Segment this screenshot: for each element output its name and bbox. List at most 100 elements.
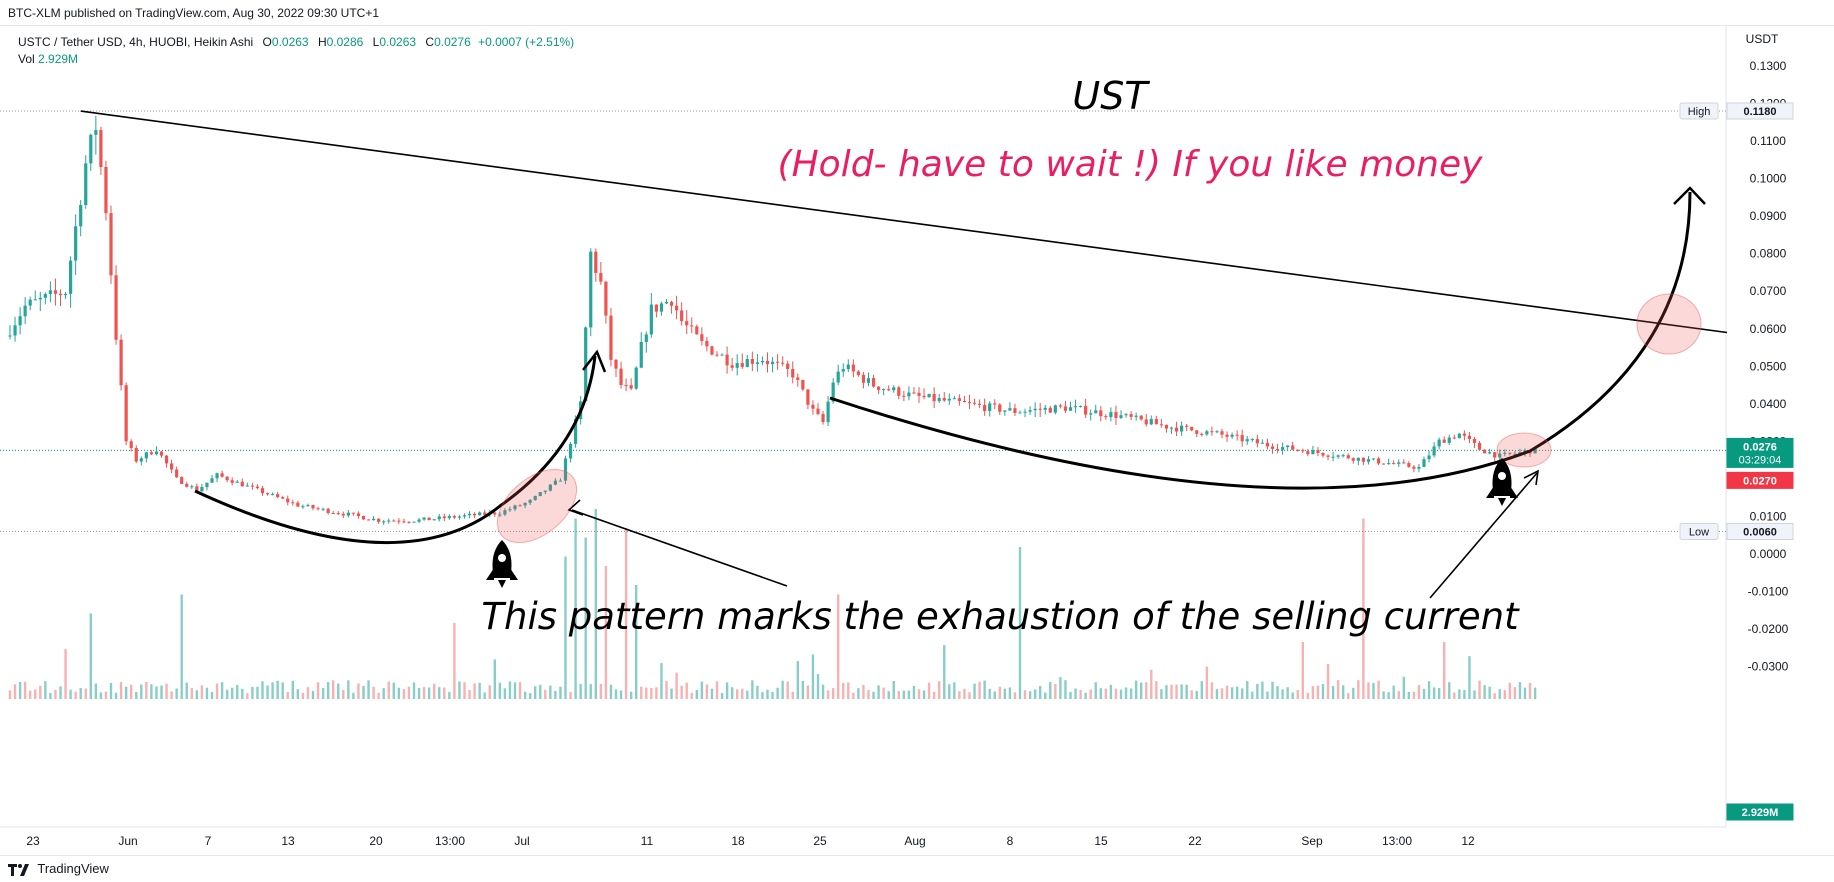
price-chart[interactable]: USDT 0.13000.12000.11000.10000.09000.080… bbox=[0, 26, 1834, 855]
candle-body bbox=[508, 509, 512, 511]
candle-body bbox=[892, 387, 896, 391]
candle-body bbox=[1296, 449, 1300, 451]
candle-body bbox=[43, 294, 47, 298]
candle-body bbox=[1265, 442, 1270, 447]
candle-body bbox=[397, 520, 401, 522]
candle-body bbox=[1316, 450, 1320, 453]
volume-bar bbox=[902, 690, 906, 699]
volume-bar bbox=[1266, 691, 1269, 699]
candle-body bbox=[1043, 407, 1047, 410]
volume-bar bbox=[1392, 685, 1395, 699]
volume-bar bbox=[1478, 680, 1481, 699]
candle-body bbox=[240, 481, 244, 487]
volume-bar bbox=[786, 681, 789, 699]
volume-bar bbox=[1503, 690, 1506, 699]
legend-symbol[interactable]: USTC / Tether USD, 4h, HUOBI, Heikin Ash… bbox=[18, 35, 254, 49]
candle-body bbox=[1124, 414, 1128, 416]
candle-body bbox=[79, 204, 83, 227]
x-tick-label: 13:00 bbox=[435, 834, 465, 848]
candle-body bbox=[680, 310, 684, 322]
candle-body bbox=[235, 481, 239, 483]
volume-bar bbox=[1134, 680, 1138, 699]
candle-body bbox=[1089, 413, 1093, 415]
volume-bar bbox=[1291, 692, 1294, 699]
volume-bar bbox=[973, 683, 976, 699]
candle-body bbox=[109, 213, 113, 276]
volume-bar bbox=[1170, 684, 1173, 699]
rocket-flame bbox=[498, 580, 506, 588]
candle-body bbox=[750, 359, 754, 364]
volume-bar bbox=[998, 686, 1001, 699]
low-badge: Low 0.0060 bbox=[1679, 522, 1794, 540]
x-tick-label: Jun bbox=[118, 834, 137, 848]
candle-body bbox=[159, 451, 164, 456]
candle-body bbox=[402, 521, 406, 523]
candle-body bbox=[624, 385, 628, 387]
legend-close-label: C bbox=[425, 35, 435, 49]
candle-body bbox=[190, 486, 194, 488]
volume-bar bbox=[826, 690, 830, 699]
price-axis[interactable]: 0.13000.12000.11000.10000.09000.08000.07… bbox=[1748, 59, 1789, 674]
volume-bar bbox=[640, 686, 643, 699]
candle-body bbox=[377, 518, 381, 522]
time-axis[interactable]: 23 Jun 7 13 20 13:00 Jul 11 18 25 Aug 8 15 22 Sep 13:00… bbox=[26, 834, 1475, 848]
volume-bar bbox=[473, 683, 476, 699]
rocket-fin-left bbox=[1486, 486, 1494, 498]
volume-bar bbox=[1402, 676, 1405, 699]
volume-bar bbox=[13, 684, 17, 699]
volume-bar bbox=[1205, 666, 1209, 699]
descending-trendline bbox=[80, 110, 1728, 334]
volume-bar bbox=[766, 689, 769, 699]
candle-body bbox=[119, 339, 123, 386]
candle-body bbox=[801, 379, 805, 390]
candle-body bbox=[952, 398, 956, 400]
legend-volume-row: Vol 2.929M bbox=[18, 51, 574, 68]
volume-bar bbox=[1195, 691, 1198, 699]
volume-bar bbox=[776, 687, 779, 699]
volume-bar bbox=[943, 645, 946, 699]
candle-body bbox=[1073, 406, 1078, 408]
candle-body bbox=[1286, 445, 1290, 448]
x-tick-label: 25 bbox=[813, 834, 827, 848]
candle-body bbox=[1321, 452, 1325, 456]
volume-bar bbox=[710, 688, 714, 699]
candle-body bbox=[452, 516, 456, 518]
y-tick-label: 0.1300 bbox=[1750, 59, 1787, 73]
candle-body bbox=[1387, 463, 1391, 465]
candle-body bbox=[331, 512, 335, 514]
candle-body bbox=[962, 400, 967, 403]
candle-body bbox=[326, 508, 330, 513]
volume-bar bbox=[1124, 687, 1128, 699]
candle-body bbox=[301, 506, 305, 508]
volume-bar bbox=[897, 691, 900, 699]
candle-body bbox=[493, 512, 497, 515]
candle-body bbox=[1033, 408, 1037, 411]
volume-bar bbox=[165, 683, 168, 699]
volume-bar bbox=[1054, 684, 1057, 699]
volume-bar bbox=[352, 692, 355, 699]
x-tick-label: 15 bbox=[1094, 834, 1108, 848]
candle-body bbox=[336, 513, 340, 515]
candle-body bbox=[1462, 433, 1466, 436]
volume-bar bbox=[917, 689, 921, 699]
annotation-note: This pattern marks the exhaustion of the… bbox=[481, 595, 1520, 638]
candle-body bbox=[897, 387, 901, 396]
x-tick-label: 22 bbox=[1188, 834, 1202, 848]
candle-body bbox=[1230, 434, 1234, 437]
volume-bar bbox=[1013, 692, 1017, 699]
volume-bar bbox=[1003, 688, 1007, 699]
candle-body bbox=[675, 305, 679, 311]
candle-body bbox=[690, 325, 694, 327]
candle-body bbox=[1119, 415, 1123, 418]
candle-body bbox=[639, 341, 643, 368]
candle-body bbox=[265, 493, 270, 495]
badge-left-label: High bbox=[1688, 106, 1711, 118]
volume-bar bbox=[170, 691, 173, 699]
volume-bar bbox=[498, 682, 502, 699]
volume-bar bbox=[1089, 689, 1092, 699]
volume-bar bbox=[1180, 684, 1183, 699]
candle-body bbox=[927, 393, 931, 398]
volume-bar bbox=[569, 691, 572, 699]
breakout-highlight-ellipse bbox=[1636, 293, 1702, 355]
candle-body bbox=[563, 458, 568, 481]
